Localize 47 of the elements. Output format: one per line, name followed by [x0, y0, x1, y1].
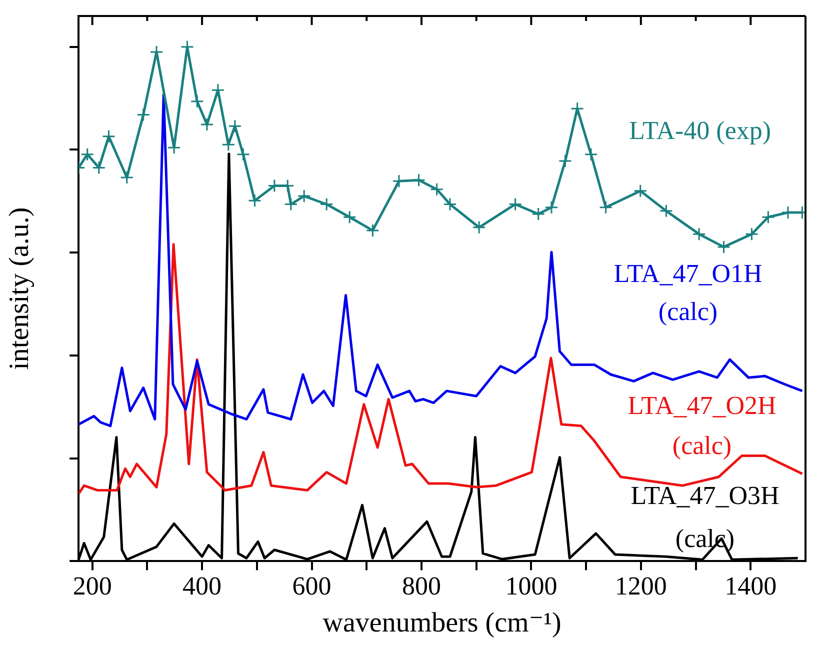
point	[599, 200, 613, 214]
point	[200, 118, 214, 132]
point	[544, 200, 558, 214]
point	[92, 160, 106, 174]
point	[558, 154, 572, 168]
x-tick-label: 200	[72, 572, 112, 601]
series-label: LTA_47_O1H (calc)	[614, 258, 763, 326]
x-tick-label: 800	[402, 572, 441, 601]
point	[692, 227, 706, 241]
point	[320, 198, 334, 211]
point	[211, 83, 225, 97]
point	[717, 240, 731, 254]
point	[412, 173, 426, 187]
x-axis-title: wavenumbers (cm⁻¹)	[322, 608, 562, 639]
point	[366, 224, 380, 238]
series-label: LTA_47_O3H (calc)	[630, 480, 780, 553]
point	[222, 138, 236, 152]
point	[744, 227, 758, 241]
x-tick-label: 1200	[614, 572, 667, 601]
point	[297, 189, 311, 203]
point	[120, 170, 134, 184]
y-axis-title: intensity (a.u.)	[4, 207, 36, 370]
point	[634, 184, 648, 198]
series-label: LTA-40 (exp)	[628, 116, 772, 145]
point	[102, 130, 116, 144]
x-tick-label: 400	[182, 572, 222, 601]
point	[761, 210, 775, 224]
point	[659, 204, 673, 218]
point	[136, 108, 150, 122]
point	[236, 148, 250, 162]
series-label: LTA_47_O2H (calc)	[628, 390, 777, 460]
x-tick-label: 1400	[724, 572, 777, 601]
point	[190, 94, 204, 108]
x-tick-label: 1000	[505, 572, 558, 601]
point	[284, 198, 298, 211]
point	[248, 194, 262, 208]
point	[342, 210, 356, 224]
point	[472, 220, 486, 234]
point	[570, 102, 584, 116]
point	[584, 148, 598, 162]
x-tick-label: 600	[292, 572, 332, 601]
point	[443, 198, 457, 211]
point	[430, 182, 444, 196]
point	[508, 198, 522, 211]
point	[80, 148, 94, 162]
point	[532, 207, 546, 221]
point	[228, 119, 242, 133]
